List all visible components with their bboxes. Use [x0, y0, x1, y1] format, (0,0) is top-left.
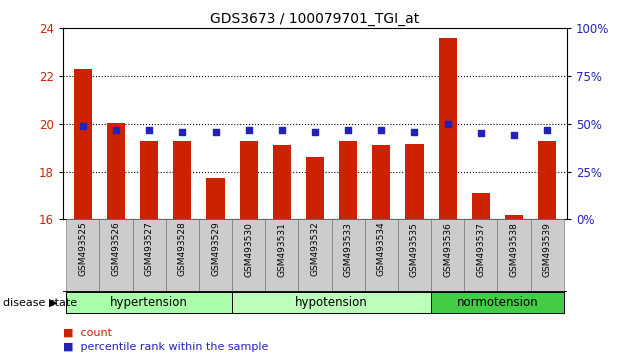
Point [343, 127, 353, 132]
FancyBboxPatch shape [133, 219, 166, 292]
Text: GSM493537: GSM493537 [476, 222, 485, 276]
FancyBboxPatch shape [66, 292, 232, 313]
Point [509, 132, 519, 138]
FancyBboxPatch shape [431, 219, 464, 292]
Bar [107, 123, 125, 219]
Point [410, 129, 420, 135]
Point [376, 127, 386, 132]
FancyBboxPatch shape [232, 292, 431, 313]
Text: GSM493525: GSM493525 [78, 222, 88, 276]
Title: GDS3673 / 100079701_TGI_at: GDS3673 / 100079701_TGI_at [210, 12, 420, 26]
Text: GSM493528: GSM493528 [178, 222, 187, 276]
Bar [505, 215, 523, 219]
Bar [239, 141, 258, 219]
Point [144, 127, 154, 132]
Point [476, 131, 486, 136]
FancyBboxPatch shape [66, 219, 100, 292]
Bar [140, 141, 158, 219]
FancyBboxPatch shape [464, 219, 497, 292]
Text: ▶: ▶ [49, 298, 58, 308]
Text: ■  percentile rank within the sample: ■ percentile rank within the sample [63, 342, 268, 352]
Bar [472, 193, 490, 219]
Text: hypotension: hypotension [295, 296, 368, 309]
Text: hypertension: hypertension [110, 296, 188, 309]
Text: GSM493530: GSM493530 [244, 222, 253, 276]
Text: GSM493527: GSM493527 [145, 222, 154, 276]
Point [277, 127, 287, 132]
Point [111, 127, 121, 132]
Point [542, 127, 552, 132]
FancyBboxPatch shape [497, 219, 530, 292]
Text: disease state: disease state [3, 298, 77, 308]
FancyBboxPatch shape [166, 219, 199, 292]
Bar [372, 145, 391, 219]
Text: GSM493534: GSM493534 [377, 222, 386, 276]
Point [210, 129, 220, 135]
Text: GSM493531: GSM493531 [277, 222, 287, 276]
FancyBboxPatch shape [431, 292, 564, 313]
Bar [538, 141, 556, 219]
Text: normotension: normotension [457, 296, 538, 309]
FancyBboxPatch shape [331, 219, 365, 292]
FancyBboxPatch shape [299, 219, 331, 292]
Text: GSM493526: GSM493526 [112, 222, 120, 276]
Text: GSM493532: GSM493532 [311, 222, 319, 276]
Point [244, 127, 254, 132]
FancyBboxPatch shape [530, 219, 564, 292]
FancyBboxPatch shape [199, 219, 232, 292]
Bar [306, 157, 324, 219]
Point [78, 123, 88, 129]
Bar [405, 144, 423, 219]
Text: ■  count: ■ count [63, 328, 112, 338]
Point [177, 129, 187, 135]
Text: GSM493535: GSM493535 [410, 222, 419, 276]
FancyBboxPatch shape [232, 219, 265, 292]
FancyBboxPatch shape [365, 219, 398, 292]
Text: GSM493529: GSM493529 [211, 222, 220, 276]
Text: GSM493538: GSM493538 [510, 222, 518, 276]
FancyBboxPatch shape [398, 219, 431, 292]
FancyBboxPatch shape [265, 219, 299, 292]
Bar [273, 145, 291, 219]
Bar [74, 69, 92, 219]
Bar [173, 141, 192, 219]
Text: GSM493539: GSM493539 [542, 222, 552, 276]
Text: GSM493533: GSM493533 [343, 222, 353, 276]
FancyBboxPatch shape [100, 219, 133, 292]
Point [310, 129, 320, 135]
Bar [438, 38, 457, 219]
Point [443, 121, 453, 127]
Text: GSM493536: GSM493536 [443, 222, 452, 276]
Bar [339, 141, 357, 219]
Bar [207, 178, 225, 219]
